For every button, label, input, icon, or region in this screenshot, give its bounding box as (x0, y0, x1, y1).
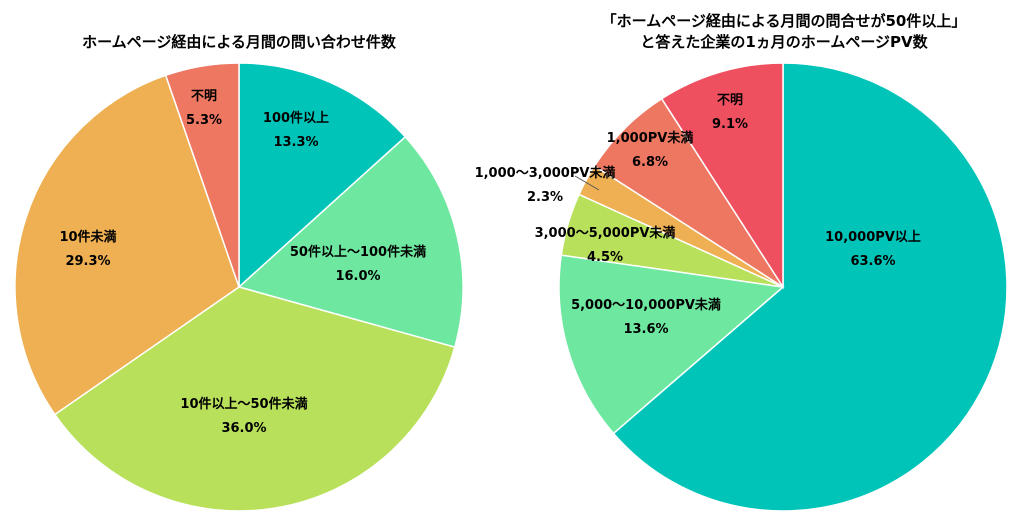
pie-left-slice-2 (53, 286, 456, 512)
pie-left-label-1: 50件以上～100件未満 (290, 244, 426, 260)
pie-left-label-4: 不明 (191, 89, 217, 104)
pie-right-label-1: 5,000～10,000PV未満 (571, 297, 721, 313)
pie-left-label-2: 10件以上～50件未満 (180, 396, 307, 412)
pie-left-slice-3 (14, 74, 240, 416)
pie-left-slice-4 (164, 62, 240, 288)
chart-left-title: ホームページ経由による月間の問い合わせ件数 (82, 33, 397, 51)
pie-right-slices (558, 62, 1008, 512)
leader-line (574, 175, 600, 191)
pie-left-slice-0 (238, 62, 407, 289)
pie-left-labels: 100件以上 13.3% 50件以上～100件未満 16.0% 10件以上～50件未満 3… (59, 89, 426, 436)
pie-right-value-5: 9.1% (712, 117, 748, 132)
pie-right-label-0: 10,000PV以上 (825, 230, 921, 245)
pie-right-label-3: 1,000～3,000PV未満 (475, 165, 616, 181)
pie-right-label-5: 不明 (717, 93, 743, 108)
pie-right-value-0: 63.6% (850, 254, 895, 269)
chart-right-title-line-2: と答えた企業の1ヵ月のホームページPV数 (640, 33, 928, 51)
pie-right-slice-0 (612, 62, 1008, 512)
pie-right-slice-1 (558, 254, 785, 435)
pie-left-slices (14, 62, 464, 512)
pie-right-value-4: 6.8% (632, 155, 668, 170)
chart-left: ホームページ経由による月間の問い合わせ件数 100件以上 13.3% 50件以上～1… (14, 33, 464, 512)
pie-left-value-4: 5.3% (186, 113, 222, 128)
pie-right-slice-5 (660, 62, 784, 290)
chart-right: 「ホームページ経由による月間の問合せが50件以上」 と答えた企業の1ヵ月のホーム… (475, 12, 1008, 512)
pie-left-label-0: 100件以上 (263, 110, 329, 126)
pie-left-value-0: 13.3% (273, 135, 318, 150)
pie-left-value-1: 16.0% (335, 269, 380, 284)
pie-right-value-3: 2.3% (527, 190, 563, 205)
pie-left-label-3: 10件未満 (59, 229, 116, 245)
pie-left-value-2: 36.0% (221, 421, 266, 436)
pie-left-slice-1 (237, 135, 464, 349)
chart-right-title-line-1: 「ホームページ経由による月間の問合せが50件以上」 (602, 12, 967, 30)
pie-right-label-4: 1,000PV未満 (607, 130, 694, 146)
pie-right-value-2: 4.5% (587, 250, 623, 265)
pie-right-label-2: 3,000～5,000PV未満 (535, 225, 676, 241)
pie-right-labels: 10,000PV以上 63.6% 5,000～10,000PV未満 13.6% 3,00… (475, 93, 921, 337)
pie-left-value-3: 29.3% (65, 254, 110, 269)
pie-right-value-1: 13.6% (623, 322, 668, 337)
